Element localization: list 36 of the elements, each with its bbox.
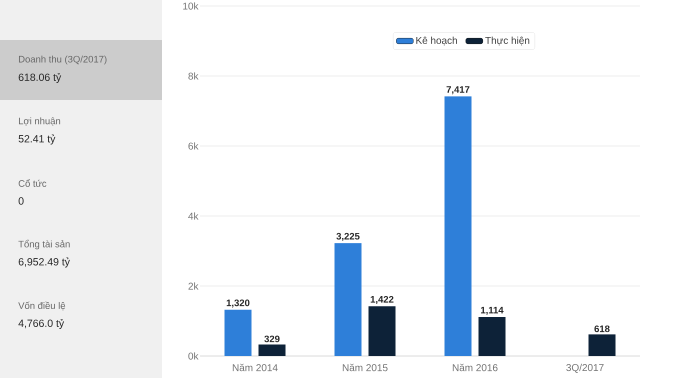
bar xyxy=(258,344,286,356)
data-label: 618 xyxy=(594,325,610,332)
bar xyxy=(444,96,472,356)
bar xyxy=(368,306,396,356)
data-label: 7,417 xyxy=(446,86,470,94)
data-label: 3,225 xyxy=(336,232,360,241)
data-label: 1,114 xyxy=(481,306,504,315)
data-label: 1,320 xyxy=(226,300,250,308)
x-tick-label: Năm 2015 xyxy=(342,364,388,372)
legend-label: Thực hiện xyxy=(485,36,530,46)
y-tick-label: 4k xyxy=(188,212,199,220)
legend-label: Kê hoạch xyxy=(416,36,457,46)
y-tick-label: 6k xyxy=(188,142,199,150)
text: 4,766.0 tỷ xyxy=(18,318,64,330)
data-label: 1,422 xyxy=(370,296,394,304)
data-label: 329 xyxy=(264,336,280,342)
bar xyxy=(224,310,252,356)
text: 6,952.49 tỷ xyxy=(18,257,70,268)
text: Vốn điều lệ xyxy=(18,302,66,310)
x-tick-label: Năm 2014 xyxy=(232,364,278,372)
text: 52.41 tỷ xyxy=(18,134,56,145)
x-tick-label: Năm 2016 xyxy=(452,364,498,372)
bar xyxy=(478,317,506,356)
text: Lợi nhuận xyxy=(18,117,60,126)
bar xyxy=(334,243,362,356)
y-tick-label: 8k xyxy=(188,72,199,80)
text: Cổ tức xyxy=(18,179,46,187)
x-tick-label: 3Q/2017 xyxy=(566,364,604,373)
y-tick-label: 2k xyxy=(188,282,199,290)
text: Tổng tài sản xyxy=(18,240,70,250)
bar xyxy=(588,334,616,356)
text: 618.06 tỷ xyxy=(18,72,62,84)
y-tick-label: 0k xyxy=(188,352,199,360)
text: 0 xyxy=(18,197,24,205)
y-tick-label: 10k xyxy=(183,2,198,10)
text: Doanh thu (3Q/2017) xyxy=(18,56,107,64)
